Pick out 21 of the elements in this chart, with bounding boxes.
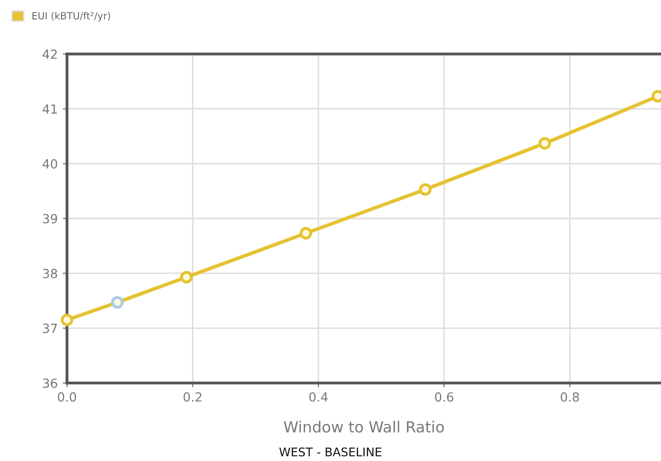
x-tick-label: 0.0 <box>58 392 76 402</box>
x-tick-label: 0.4 <box>309 392 328 402</box>
x-tick-label: 0.6 <box>435 392 454 402</box>
y-tick-label: 42 <box>42 49 57 59</box>
x-tick-label: 0.2 <box>184 392 202 402</box>
point <box>180 270 193 284</box>
y-tick-label: 37 <box>43 324 57 334</box>
point <box>300 227 312 240</box>
x-axis-title: Window to Wall Ratio <box>284 420 444 433</box>
point <box>111 296 124 309</box>
point <box>538 137 551 150</box>
legend-label: EUI (kBTU/ft²/yr) <box>32 12 110 22</box>
y-tick-label: 39 <box>43 214 58 224</box>
y-tick-label: 36 <box>43 378 58 388</box>
point <box>419 183 432 196</box>
text: WEST - BASELINE <box>279 447 382 456</box>
y-tick-label: 38 <box>43 268 58 278</box>
x-tick-label: 0.8 <box>560 392 579 402</box>
y-tick-label: 40 <box>42 159 58 169</box>
point <box>60 314 74 326</box>
y-tick-label: 41 <box>42 104 57 114</box>
